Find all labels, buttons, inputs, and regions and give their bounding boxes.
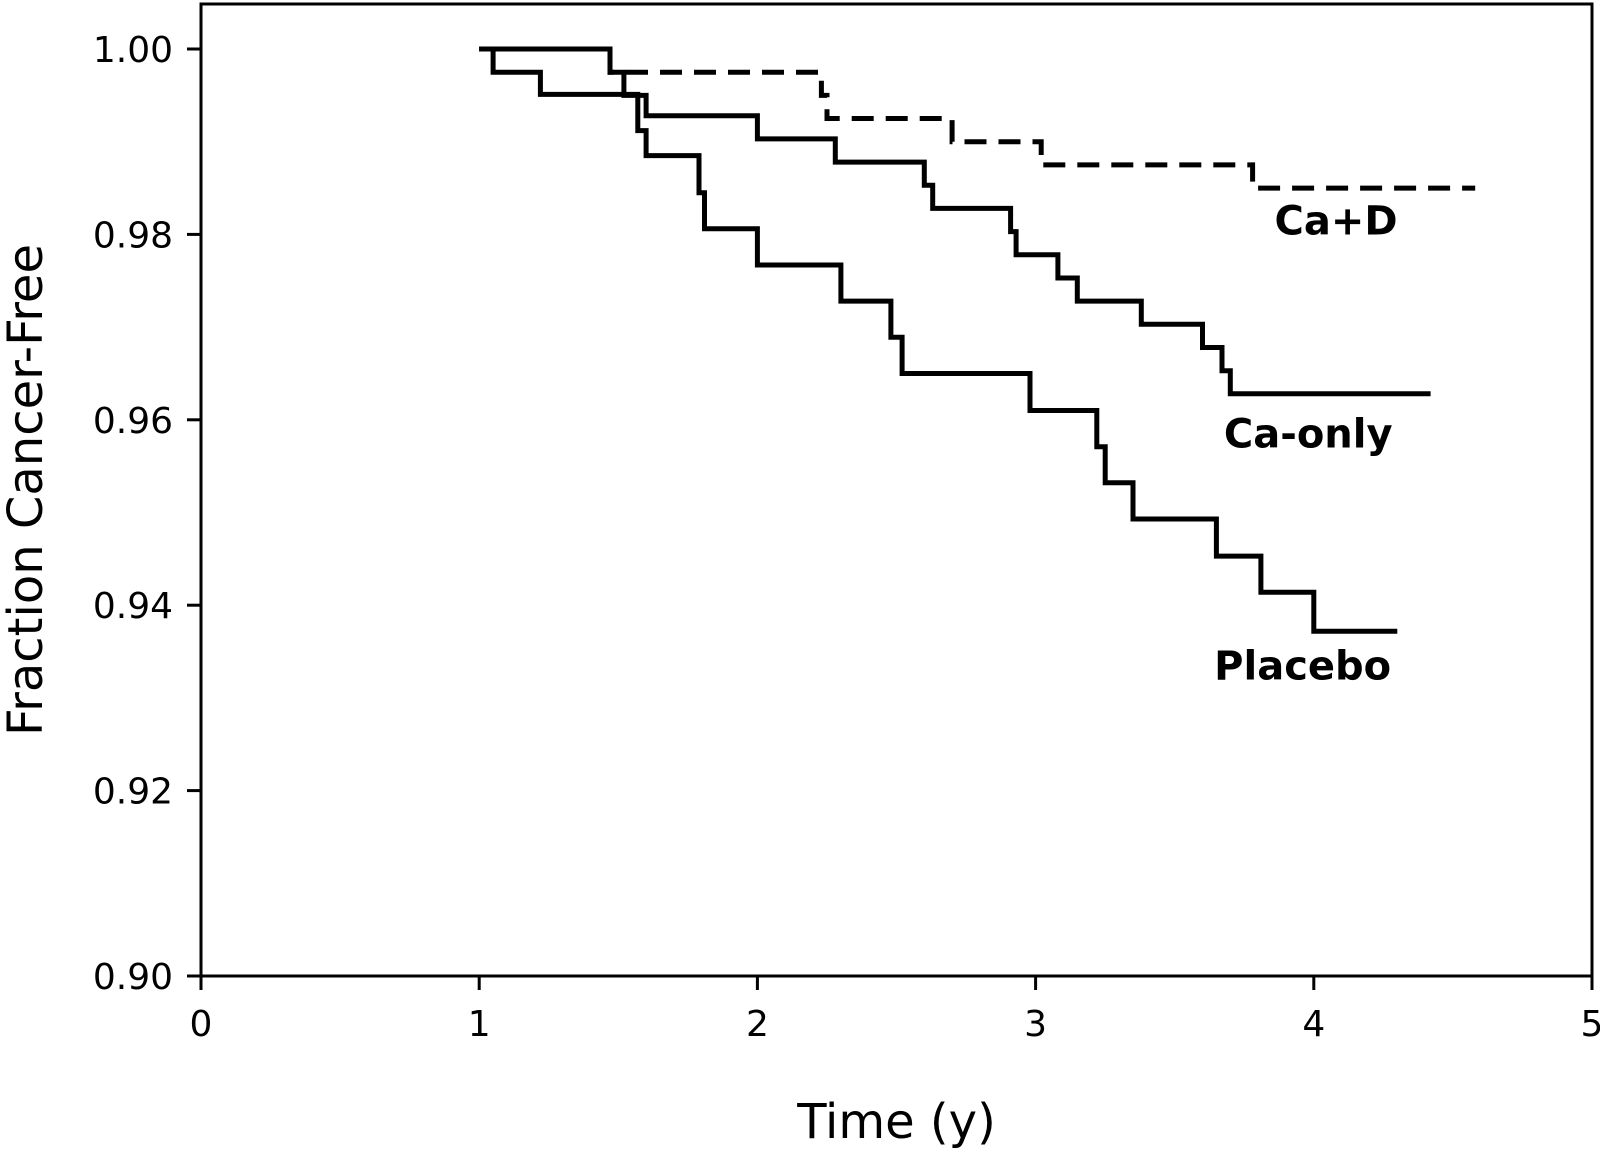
series-line-ca-d — [479, 46, 1476, 191]
x-axis-title: Time (y) — [796, 1094, 996, 1150]
x-tick-label: 4 — [1302, 1004, 1325, 1045]
y-tick-label: 0.96 — [93, 401, 173, 442]
y-tick-label: 1.00 — [93, 30, 173, 71]
y-tick-label: 0.98 — [93, 215, 173, 256]
x-tick-label: 1 — [468, 1004, 491, 1045]
series-label: Ca+D — [1275, 198, 1398, 244]
x-tick-label: 2 — [746, 1004, 769, 1045]
y-tick-label: 0.94 — [93, 586, 173, 627]
x-tick-label: 5 — [1581, 1004, 1600, 1045]
series-layer — [479, 46, 1476, 634]
x-tick-label: 0 — [190, 1004, 213, 1045]
y-tick-label: 0.92 — [93, 772, 173, 813]
series-line-placebo — [479, 46, 1398, 634]
y-axis: 0.90 0.92 0.94 0.96 0.98 1.00 — [93, 30, 201, 998]
series-line-ca-only — [479, 46, 1431, 397]
y-axis-title: Fraction Cancer-Free — [0, 244, 54, 736]
plot-frame — [199, 2, 1594, 978]
y-tick-label: 0.90 — [93, 957, 173, 998]
x-tick-label: 3 — [1024, 1004, 1047, 1045]
series-labels: Ca+D Ca-only Placebo — [1214, 198, 1397, 689]
series-label: Placebo — [1214, 643, 1391, 689]
series-label: Ca-only — [1224, 412, 1393, 458]
x-axis: 0 1 2 3 4 5 — [190, 976, 1600, 1045]
